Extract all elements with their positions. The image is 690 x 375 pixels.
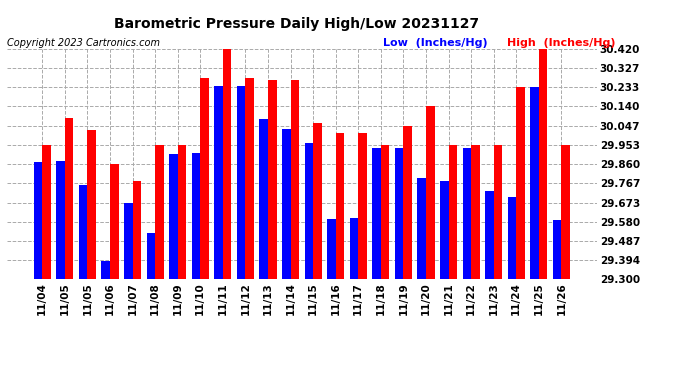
Bar	[259, 119, 268, 279]
Bar	[132, 180, 141, 279]
Bar	[290, 80, 299, 279]
Bar	[178, 145, 186, 279]
Bar	[417, 178, 426, 279]
Bar	[313, 123, 322, 279]
Bar	[246, 78, 254, 279]
Bar	[42, 145, 51, 279]
Bar	[237, 86, 246, 279]
Text: High  (Inches/Hg): High (Inches/Hg)	[507, 38, 615, 48]
Bar	[381, 145, 389, 279]
Bar	[373, 148, 381, 279]
Bar	[200, 78, 209, 279]
Bar	[155, 145, 164, 279]
Bar	[65, 118, 73, 279]
Bar	[531, 87, 539, 279]
Bar	[516, 87, 525, 279]
Bar	[124, 203, 132, 279]
Text: Barometric Pressure Daily High/Low 20231127: Barometric Pressure Daily High/Low 20231…	[114, 17, 480, 31]
Bar	[562, 145, 570, 279]
Bar	[508, 197, 516, 279]
Bar	[395, 148, 404, 279]
Bar	[494, 145, 502, 279]
Bar	[350, 217, 358, 279]
Bar	[553, 220, 562, 279]
Bar	[34, 162, 42, 279]
Bar	[327, 219, 336, 279]
Bar	[426, 106, 435, 279]
Bar	[215, 86, 223, 279]
Bar	[223, 49, 231, 279]
Bar	[192, 153, 200, 279]
Bar	[169, 154, 178, 279]
Bar	[358, 133, 367, 279]
Bar	[304, 144, 313, 279]
Bar	[539, 49, 547, 279]
Bar	[110, 164, 119, 279]
Bar	[471, 145, 480, 279]
Bar	[404, 126, 412, 279]
Bar	[268, 80, 277, 279]
Bar	[485, 191, 494, 279]
Bar	[88, 130, 96, 279]
Bar	[462, 148, 471, 279]
Text: Low  (Inches/Hg): Low (Inches/Hg)	[383, 38, 488, 48]
Bar	[146, 232, 155, 279]
Text: Copyright 2023 Cartronics.com: Copyright 2023 Cartronics.com	[7, 38, 160, 48]
Bar	[336, 133, 344, 279]
Bar	[101, 261, 110, 279]
Bar	[440, 180, 449, 279]
Bar	[448, 145, 457, 279]
Bar	[57, 160, 65, 279]
Bar	[79, 184, 88, 279]
Bar	[282, 129, 290, 279]
